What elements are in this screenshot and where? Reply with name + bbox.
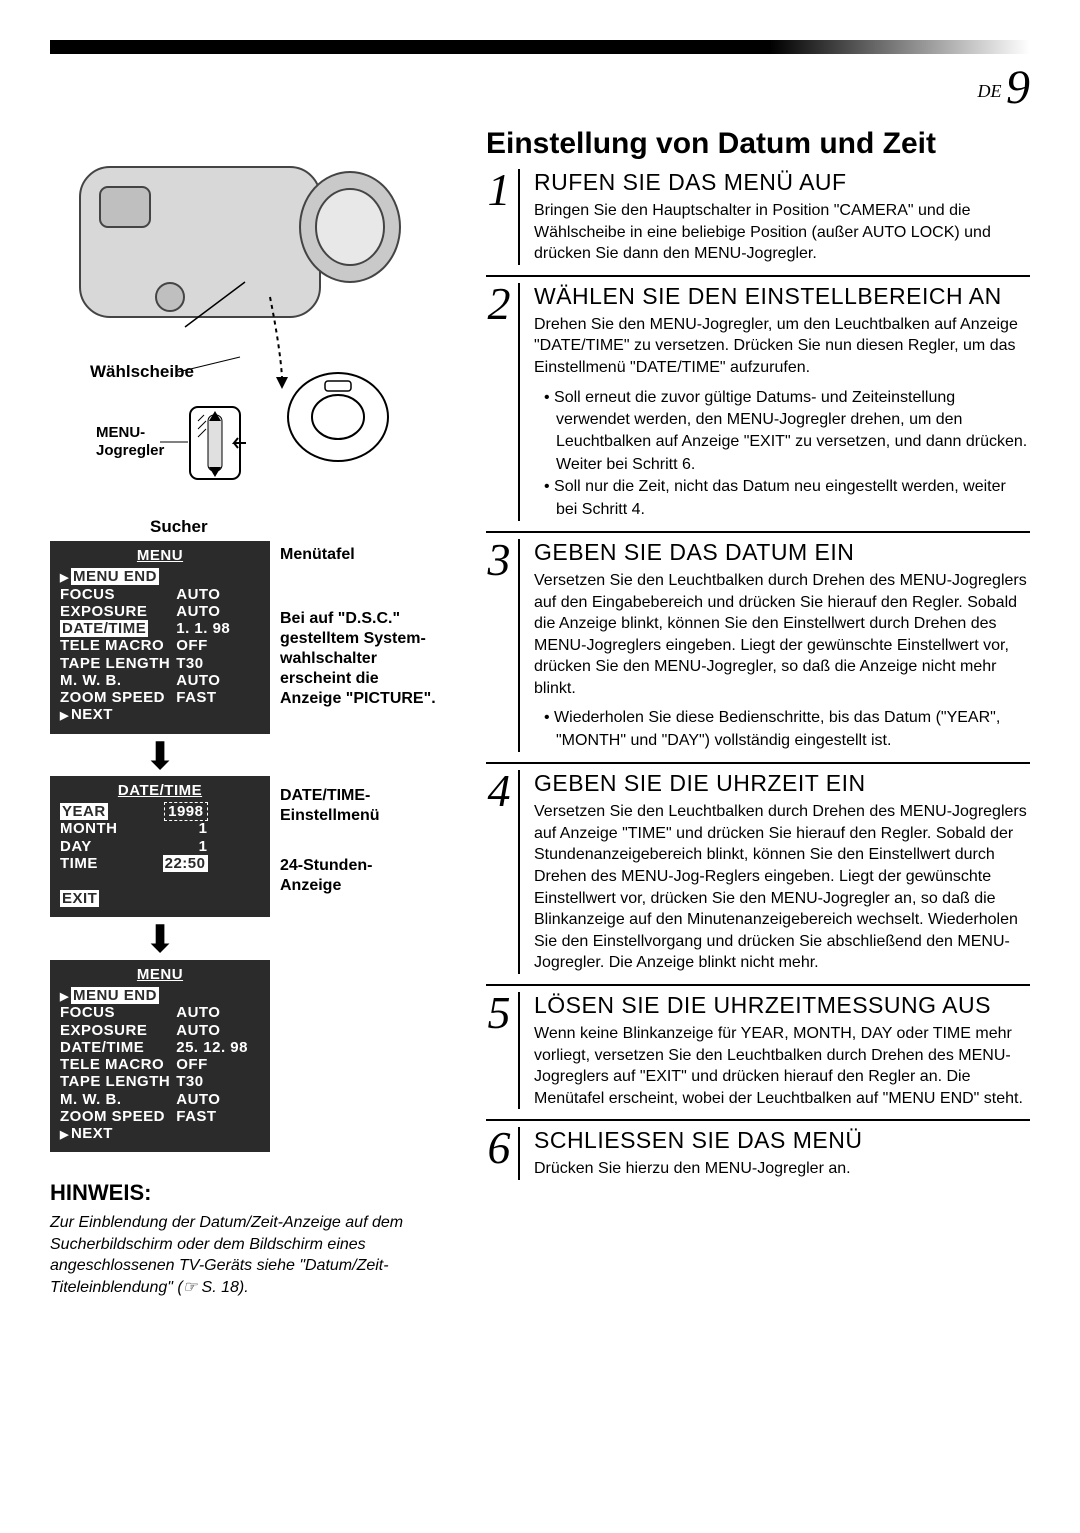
viewfinder-caption: Sucher xyxy=(150,517,450,537)
down-arrow-icon: ⬇ xyxy=(50,742,270,772)
viewfinder-menu-1: MENU MENU END FOCUSAUTO EXPOSUREAUTO DAT… xyxy=(50,541,270,734)
step-6: 6 SCHLIESSEN SIE DAS MENÜ Drücken Sie hi… xyxy=(486,1127,1030,1180)
annot-24h: 24-Stunden- Anzeige xyxy=(280,856,450,896)
page-digit: 9 xyxy=(1006,61,1030,114)
page-number: DE 9 xyxy=(50,60,1030,115)
annot-einstell: DATE/TIME- Einstellmenü xyxy=(280,786,450,826)
viewfinder-menu-2: MENU MENU END FOCUSAUTO EXPOSUREAUTO DAT… xyxy=(50,960,270,1153)
step-text: Bringen Sie den Hauptschalter in Positio… xyxy=(534,200,1030,265)
svg-text:Jogregler: Jogregler xyxy=(96,442,165,459)
dt-exit: EXIT xyxy=(60,890,99,907)
step-heading: RUFEN SIE DAS MENÜ AUF xyxy=(534,169,1030,196)
step-4: 4 GEBEN SIE DIE UHRZEIT EIN Versetzen Si… xyxy=(486,770,1030,974)
step-1: 1 RUFEN SIE DAS MENÜ AUF Bringen Sie den… xyxy=(486,169,1030,265)
menu-row: FOCUS xyxy=(60,586,176,603)
menu-datetime-hl: DATE/TIME xyxy=(60,620,148,637)
step-3: 3 GEBEN SIE DAS DATUM EIN Versetzen Sie … xyxy=(486,539,1030,752)
menu-title: MENU xyxy=(60,547,260,564)
hinweis-body: Zur Einblendung der Datum/Zeit-Anzeige a… xyxy=(50,1212,450,1298)
page-prefix: DE xyxy=(978,81,1002,101)
step-5: 5 LÖSEN SIE DIE UHRZEITMESSUNG AUS Wenn … xyxy=(486,992,1030,1109)
down-arrow-icon: ⬇ xyxy=(50,925,270,955)
step-bullets: Soll erneut die zuvor gültige Datums- un… xyxy=(544,387,1030,521)
step-number: 1 xyxy=(486,169,520,265)
dt-year: YEAR xyxy=(60,803,108,820)
hinweis-title: HINWEIS: xyxy=(50,1180,450,1206)
camera-diagram: Wählscheibe MENU- Jogregler xyxy=(50,127,450,487)
section-title: Einstellung von Datum und Zeit xyxy=(486,127,1030,161)
viewfinder-datetime: DATE/TIME YEAR1998 MONTH1 DAY1 TIME22:50… xyxy=(50,776,270,918)
annot-menutafel: Menütafel xyxy=(280,545,450,565)
svg-text:MENU-: MENU- xyxy=(96,424,145,441)
annot-dsc: Bei auf "D.S.C." gestelltem System- wahl… xyxy=(280,609,450,709)
step-2: 2 WÄHLEN SIE DEN EINSTELLBEREICH AN Dreh… xyxy=(486,283,1030,521)
menu-end: MENU END xyxy=(71,568,159,585)
header-gradient-bar xyxy=(50,40,1030,54)
